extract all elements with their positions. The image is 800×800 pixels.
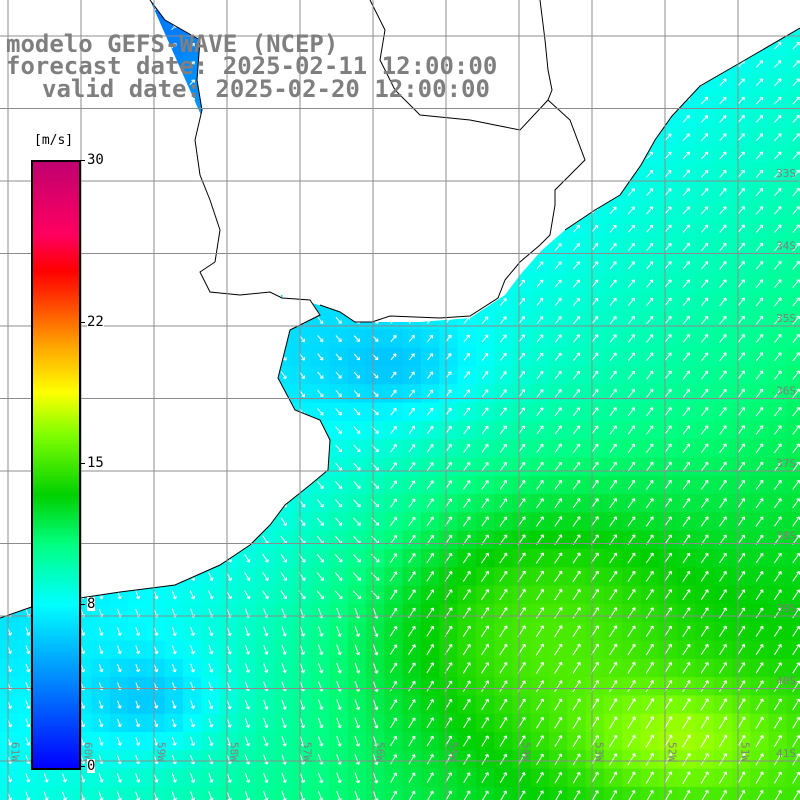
field-cell [732, 786, 751, 800]
field-cell [457, 786, 477, 800]
field-cell [786, 402, 800, 422]
colorbar [31, 160, 81, 770]
field-cell [786, 622, 800, 641]
field-cell [713, 786, 733, 800]
latitude-label: 33S [776, 167, 796, 180]
longitude-label: 61W [9, 742, 22, 762]
field-cell [786, 36, 800, 56]
field-cell [786, 201, 800, 221]
field-cell [786, 292, 800, 312]
field-cell [786, 420, 800, 440]
field-cell [786, 713, 800, 733]
field-cell [786, 347, 800, 367]
field-cell [786, 457, 800, 477]
field-cell [786, 183, 800, 202]
field-cell [640, 786, 660, 800]
field-cell [512, 786, 532, 800]
field-cell [786, 549, 800, 568]
field-cell [530, 786, 550, 800]
longitude-label: 53W [593, 742, 606, 762]
field-cell [439, 786, 458, 800]
colorbar-tick-mark [79, 321, 85, 323]
field-cell [786, 109, 800, 129]
field-cell [603, 786, 623, 800]
latitude-label: 36S [776, 385, 796, 398]
colorbar-tick-label: 0 [87, 758, 96, 774]
field-cell [585, 786, 605, 800]
field-cell [786, 530, 800, 550]
field-cell [786, 146, 800, 166]
longitude-label: 52W [666, 742, 679, 762]
field-cell [786, 640, 800, 660]
field-cell [567, 786, 587, 800]
longitude-label: 57W [301, 742, 314, 762]
field-cell [695, 786, 715, 800]
colorbar-tick-label: 8 [87, 596, 96, 613]
field-cell [549, 786, 568, 800]
longitude-label: 58W [228, 742, 241, 762]
title-valid-date: valid date: 2025-02-20 12:00:00 [42, 75, 490, 103]
colorbar-tick-mark [79, 766, 85, 767]
colorbar-tick-mark [79, 160, 85, 161]
field-cell [786, 219, 800, 239]
field-cell [786, 128, 800, 147]
field-cell [658, 786, 678, 800]
colorbar-tick-label: 15 [87, 455, 104, 471]
field-cell [786, 366, 800, 385]
field-cell [677, 786, 696, 800]
field-cell [494, 786, 513, 800]
colorbar-tick-mark [79, 463, 85, 464]
longitude-label: 56W [374, 742, 387, 762]
longitude-label: 51W [739, 742, 752, 762]
field-cell [786, 91, 800, 111]
field-cell [786, 54, 800, 74]
field-cell [786, 768, 800, 788]
latitude-label: 38S [776, 530, 796, 543]
field-cell [622, 786, 641, 800]
field-cell [786, 164, 800, 184]
latitude-label: 41S [776, 747, 796, 760]
field-cell [475, 786, 495, 800]
field-cell [786, 256, 800, 275]
latitude-label: 39S [776, 602, 796, 615]
field-cell [786, 567, 800, 587]
field-cell [786, 311, 800, 330]
field-cell [786, 237, 800, 257]
field-cell [402, 786, 422, 800]
colorbar-tick-label: 30 [87, 152, 104, 168]
field-cell [786, 475, 800, 495]
longitude-label: 54W [520, 742, 533, 762]
latitude-label: 35S [776, 312, 796, 325]
field-cell [786, 695, 800, 715]
field-cell [786, 329, 800, 349]
field-cell [786, 274, 800, 294]
field-cell [420, 786, 440, 800]
field-cell [750, 786, 770, 800]
colorbar-tick-mark [79, 604, 85, 606]
colorbar-tick-label: 22 [87, 313, 104, 330]
field-cell [786, 512, 800, 532]
field-cell [384, 786, 404, 800]
latitude-label: 34S [776, 240, 796, 253]
colorbar-unit: [m/s] [33, 133, 75, 148]
latitude-label: 40S [776, 675, 796, 688]
latitude-label: 37S [776, 457, 796, 470]
field-cell [786, 494, 800, 513]
longitude-label: 59W [155, 742, 168, 762]
field-cell [768, 786, 788, 800]
field-cell [786, 439, 800, 458]
field-cell [786, 73, 800, 92]
longitude-label: 55W [447, 742, 460, 762]
